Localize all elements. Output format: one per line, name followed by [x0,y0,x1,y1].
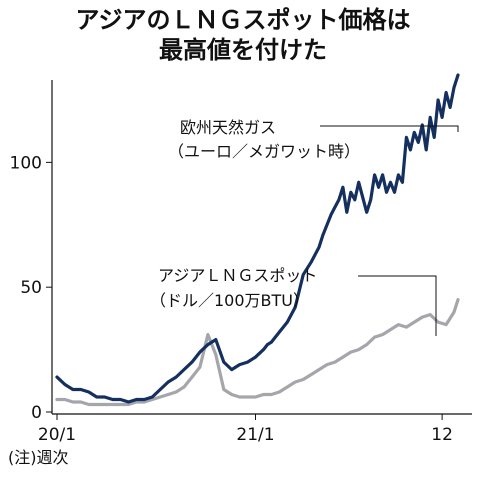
eu-gas-label-line-1: 欧州天然ガス [180,118,276,137]
y-ticks: 0 50 100 [10,153,52,423]
asia-lng-annotation: アジアＬＮＧスポット （ドル／100万BTU） [150,266,437,336]
x-tick-label: 12 [431,425,453,445]
chart-note: (注)週次 [8,448,69,467]
y-tick-label: 100 [10,153,42,173]
y-axis: 0 50 100 [10,80,53,423]
y-tick-label: 50 [20,278,42,298]
asia-lng-label-line-1: アジアＬＮＧスポット [158,266,317,285]
chart-title-line-1: アジアのＬＮＧスポット価格は [75,6,410,34]
chart-title-line-2: 最高値を付けた [159,36,327,64]
eu-gas-leader-line [320,125,459,132]
x-tick-label: 21/1 [236,425,274,445]
asia-lng-label-line-2: （ドル／100万BTU） [150,291,309,310]
asia-lng-leader-line [358,275,437,336]
y-tick-label: 0 [31,403,42,423]
eu-gas-line [55,73,460,404]
asia-lng-line [55,298,460,407]
x-axis: 20/1 21/1 12 [38,413,472,445]
eu-gas-annotation: 欧州天然ガス （ユーロ／メガワット時） [168,118,459,161]
x-tick-label: 20/1 [38,425,76,445]
series-layer [55,73,460,407]
eu-gas-label-line-2: （ユーロ／メガワット時） [168,142,360,161]
x-ticks: 20/1 21/1 12 [38,414,453,445]
